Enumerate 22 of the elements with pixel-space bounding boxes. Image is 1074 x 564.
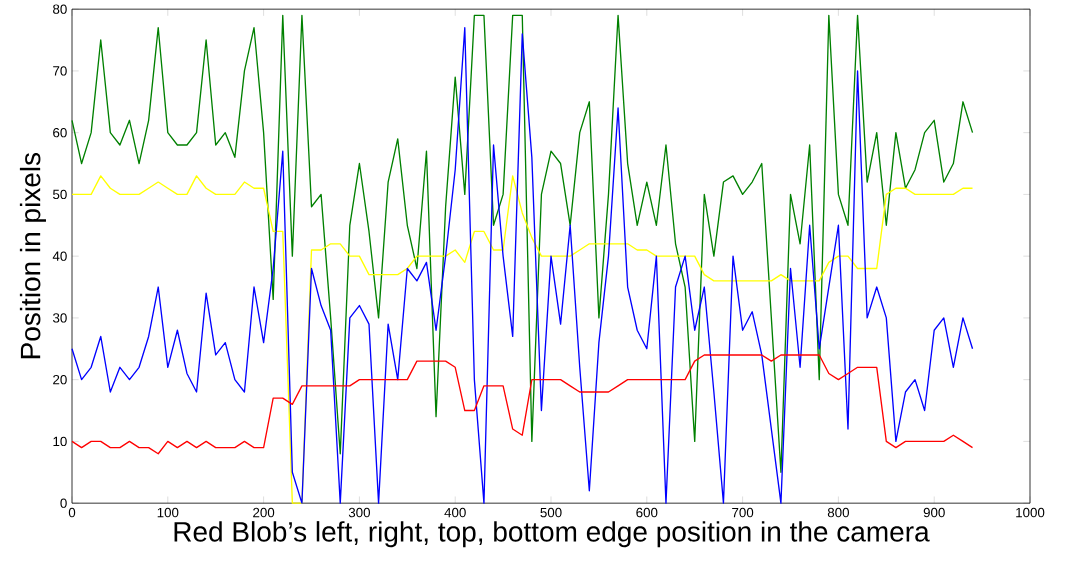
y-tick-label: 30 xyxy=(52,313,67,323)
y-tick-label: 70 xyxy=(53,66,67,76)
y-tick-label: 20 xyxy=(53,374,67,385)
x-tick-label: 0 xyxy=(68,507,76,518)
y-tick-label: 80 xyxy=(53,4,67,14)
y-tick-label: 0 xyxy=(60,498,67,508)
y-tick-label: 10 xyxy=(53,436,67,447)
x-tick-label: 1000 xyxy=(1016,507,1045,518)
x-tick-label: 200 xyxy=(253,507,275,518)
x-tick-label: 700 xyxy=(732,507,754,518)
y-tick-label: 50 xyxy=(53,189,67,200)
x-tick-label: 600 xyxy=(636,507,658,518)
x-tick-label: 400 xyxy=(444,507,466,518)
x-tick-label: 500 xyxy=(540,507,562,518)
x-tick-label: 900 xyxy=(923,507,945,518)
x-tick-label: 800 xyxy=(827,507,850,518)
x-axis-title: Red Blob’s left, right, top, bottom edge position in the camera xyxy=(174,521,930,548)
x-tick-label: 100 xyxy=(157,507,179,518)
x-tick-label: 300 xyxy=(348,507,371,518)
y-tick-label: 60 xyxy=(53,127,67,138)
y-tick-label: 40 xyxy=(52,251,67,261)
y-axis-title: Position in pixels xyxy=(19,152,46,359)
